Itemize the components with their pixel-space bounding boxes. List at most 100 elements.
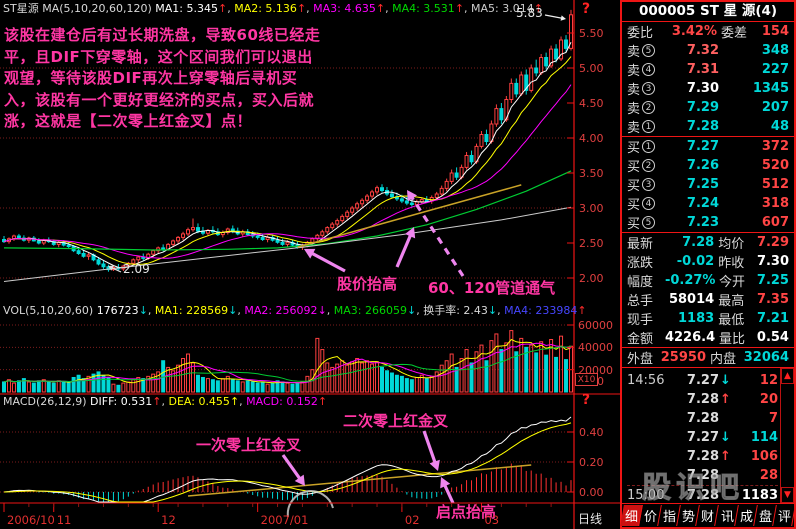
candle — [81, 253, 86, 257]
period-label[interactable]: 日线 — [578, 512, 603, 526]
indicator-value: MA4: 233984 — [504, 304, 578, 317]
tick-direction-icon: ↓ — [720, 373, 731, 388]
candle — [330, 223, 335, 229]
tick-price: 7.28 — [686, 487, 719, 503]
help-icon[interactable]: ? — [582, 1, 591, 17]
candle — [36, 240, 41, 244]
order-level-badge: 2 — [642, 159, 656, 172]
volume-bar — [384, 370, 389, 393]
tick-volume: 12 — [759, 373, 778, 388]
tick-price: 7.28 — [686, 392, 719, 407]
order-volume: 512 — [761, 177, 789, 192]
stat-label: 幅度 — [627, 275, 654, 290]
arrow-up-icon: ↑ — [454, 2, 465, 15]
volume-bar — [360, 362, 365, 393]
volume-bar — [414, 376, 419, 393]
annotation-arrow — [442, 483, 455, 504]
candle — [370, 191, 375, 197]
arrowhead-icon — [304, 248, 316, 259]
order-side-label: 卖 — [627, 102, 641, 117]
tick-price: 7.28 — [686, 468, 719, 483]
stock-chart-canvas[interactable] — [0, 0, 620, 529]
weicha-value: 154 — [761, 24, 789, 39]
stat-label: 最高 — [718, 294, 745, 309]
volume-bar — [156, 371, 161, 393]
candle — [454, 172, 459, 178]
stat-row: 现手 1183 最低 7.21 — [622, 309, 794, 328]
stat-value: 7.28 — [682, 235, 715, 250]
arrowhead-icon — [294, 474, 305, 486]
arrow-up-icon: ↑ — [229, 395, 240, 408]
order-volume: 372 — [761, 139, 789, 154]
volume-bar — [225, 375, 230, 393]
volume-bar — [504, 342, 509, 393]
indicator-value: MA3: 266059 — [333, 304, 407, 317]
order-price: 7.28 — [686, 119, 719, 134]
arrow-down-icon: ↓ — [407, 304, 417, 317]
header-separator: , — [239, 395, 247, 408]
indicator-value: DEA: 0.455 — [168, 395, 230, 408]
volume-tick-label: 20000 — [578, 363, 613, 377]
indicator-value: MA2: 256092 — [244, 304, 318, 317]
volume-bar — [11, 382, 16, 393]
help-icon[interactable]: ? — [582, 392, 591, 408]
chart-area[interactable]: ST星源 MA(5,10,20,60,120) MA1: 5.345↑, MA2… — [0, 0, 620, 529]
annotation-arrow — [310, 251, 346, 273]
volume-bar — [509, 330, 514, 393]
volume-bar — [350, 361, 355, 393]
stat-label: 外盘 — [627, 352, 654, 367]
stat-label: 涨跌 — [627, 256, 654, 271]
scroll-up-icon[interactable]: ▲ — [781, 368, 794, 384]
tab-评[interactable]: 评 — [773, 505, 796, 526]
series-layer — [2, 9, 573, 503]
tick-price: 7.28 — [686, 449, 719, 464]
tick-volume: 7 — [768, 411, 778, 426]
tick-direction-icon: ↑ — [720, 449, 731, 464]
volume-bar — [131, 379, 136, 393]
volume-bar — [365, 360, 370, 393]
volume-bar — [91, 373, 96, 393]
candle — [434, 193, 439, 198]
arrow-down-icon: ↓ — [228, 304, 238, 317]
annotation-arrow — [410, 195, 465, 277]
order-level-badge: 1 — [642, 140, 656, 153]
scroll-down-icon[interactable]: ▼ — [781, 487, 794, 503]
volume-indicator-header: VOL(5,10,20,60) 176723↓, MA1: 228569↓, M… — [3, 304, 587, 318]
volume-bar — [394, 374, 399, 393]
volume-bar — [335, 363, 340, 393]
tab-label: 讯 — [720, 510, 734, 525]
candle — [399, 198, 404, 202]
candle — [186, 229, 191, 235]
order-level-badge: 1 — [642, 120, 656, 133]
header-separator: , — [237, 304, 245, 317]
order-price: 7.30 — [686, 81, 719, 96]
order-price: 7.26 — [686, 158, 719, 173]
macd-tick-label: 0.20 — [579, 456, 604, 469]
candle — [176, 236, 181, 242]
tick-time: 14:56 — [627, 373, 665, 388]
candle — [285, 241, 290, 245]
stat-row: 金额 4226.4 量比 0.54 — [622, 328, 794, 347]
header-separator: , — [227, 2, 235, 15]
candle — [260, 236, 265, 240]
candle — [325, 227, 330, 233]
tick-time: 15:00 — [627, 487, 665, 503]
stat-label: 昨收 — [718, 256, 745, 271]
volume-bar — [524, 346, 529, 393]
tab-label: 财 — [700, 510, 714, 525]
scrollbar[interactable]: ▲ ▼ — [780, 368, 794, 503]
panel-tabs: 细价指势财讯成盘评 — [620, 503, 796, 527]
candle — [161, 247, 166, 250]
tick-volume: 20 — [759, 392, 778, 407]
volume-bar — [270, 382, 275, 393]
volume-bar — [86, 375, 91, 393]
stat-row: 幅度 -0.27% 今开 7.25 — [622, 271, 794, 290]
indicator-value: MA4: 3.531 — [392, 2, 455, 15]
candle — [171, 240, 176, 245]
candle — [389, 193, 394, 198]
volume-bar — [404, 378, 409, 393]
order-side-label: 买 — [627, 198, 641, 213]
tick-price: 7.27 — [686, 430, 719, 445]
annotation-line: 涨，这就是【二次零上红金叉】点！ — [4, 112, 253, 130]
